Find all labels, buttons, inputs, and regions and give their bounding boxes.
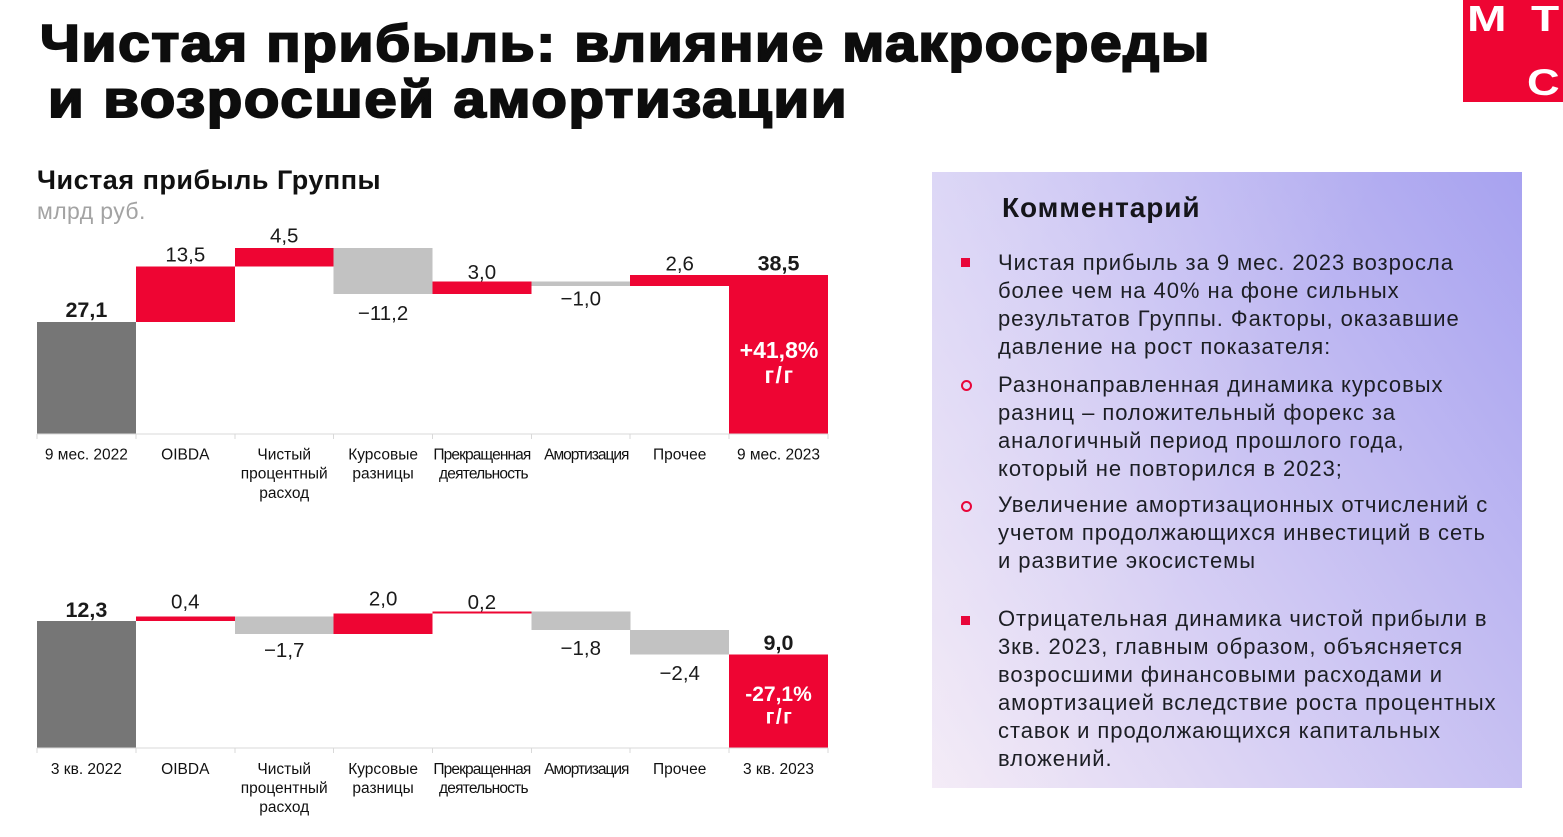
svg-text:Прекращенная: Прекращенная: [433, 446, 530, 463]
svg-text:+41,8%: +41,8%: [740, 337, 819, 363]
svg-text:Прочее: Прочее: [653, 761, 706, 778]
svg-text:2,0: 2,0: [369, 588, 398, 611]
svg-text:г/г: г/г: [764, 362, 794, 388]
svg-text:расход: расход: [259, 799, 309, 816]
svg-text:OIBDA: OIBDA: [161, 446, 210, 463]
svg-text:-27,1%: -27,1%: [745, 683, 812, 706]
svg-text:13,5: 13,5: [165, 244, 205, 267]
svg-text:9 мес. 2022: 9 мес. 2022: [45, 446, 128, 463]
svg-text:3 кв. 2023: 3 кв. 2023: [743, 761, 814, 778]
svg-text:расход: расход: [259, 485, 309, 502]
svg-text:Курсовые: Курсовые: [348, 446, 418, 463]
svg-text:разницы: разницы: [352, 466, 413, 483]
svg-text:9,0: 9,0: [764, 631, 794, 655]
svg-text:−2,4: −2,4: [659, 662, 699, 685]
svg-text:Амортизация: Амортизация: [544, 446, 629, 463]
svg-text:2,6: 2,6: [665, 253, 694, 276]
svg-text:9 мес. 2023: 9 мес. 2023: [737, 446, 820, 463]
svg-text:3,0: 3,0: [468, 261, 497, 284]
svg-text:−11,2: −11,2: [358, 302, 408, 325]
svg-text:−1,0: −1,0: [561, 288, 601, 311]
svg-text:3 кв. 2022: 3 кв. 2022: [51, 761, 122, 778]
svg-text:−1,7: −1,7: [264, 639, 304, 662]
svg-text:г/г: г/г: [766, 706, 794, 729]
svg-text:процентный: процентный: [241, 466, 328, 483]
svg-text:Курсовые: Курсовые: [348, 761, 418, 778]
svg-text:процентный: процентный: [241, 780, 328, 797]
svg-text:27,1: 27,1: [65, 298, 107, 322]
svg-text:Прекращенная: Прекращенная: [433, 761, 530, 778]
svg-text:Прочее: Прочее: [653, 446, 706, 463]
svg-text:38,5: 38,5: [758, 252, 800, 276]
svg-text:12,3: 12,3: [65, 598, 107, 622]
svg-text:−1,8: −1,8: [561, 637, 601, 660]
svg-text:разницы: разницы: [352, 780, 413, 797]
svg-text:4,5: 4,5: [270, 225, 299, 248]
svg-text:0,2: 0,2: [468, 591, 497, 614]
svg-text:деятельность: деятельность: [439, 466, 528, 483]
svg-text:0,4: 0,4: [171, 591, 200, 614]
svg-text:Чистый: Чистый: [257, 761, 311, 778]
svg-text:деятельность: деятельность: [439, 780, 528, 797]
svg-text:OIBDA: OIBDA: [161, 761, 210, 778]
svg-text:Амортизация: Амортизация: [544, 761, 629, 778]
svg-text:Чистый: Чистый: [257, 446, 311, 463]
